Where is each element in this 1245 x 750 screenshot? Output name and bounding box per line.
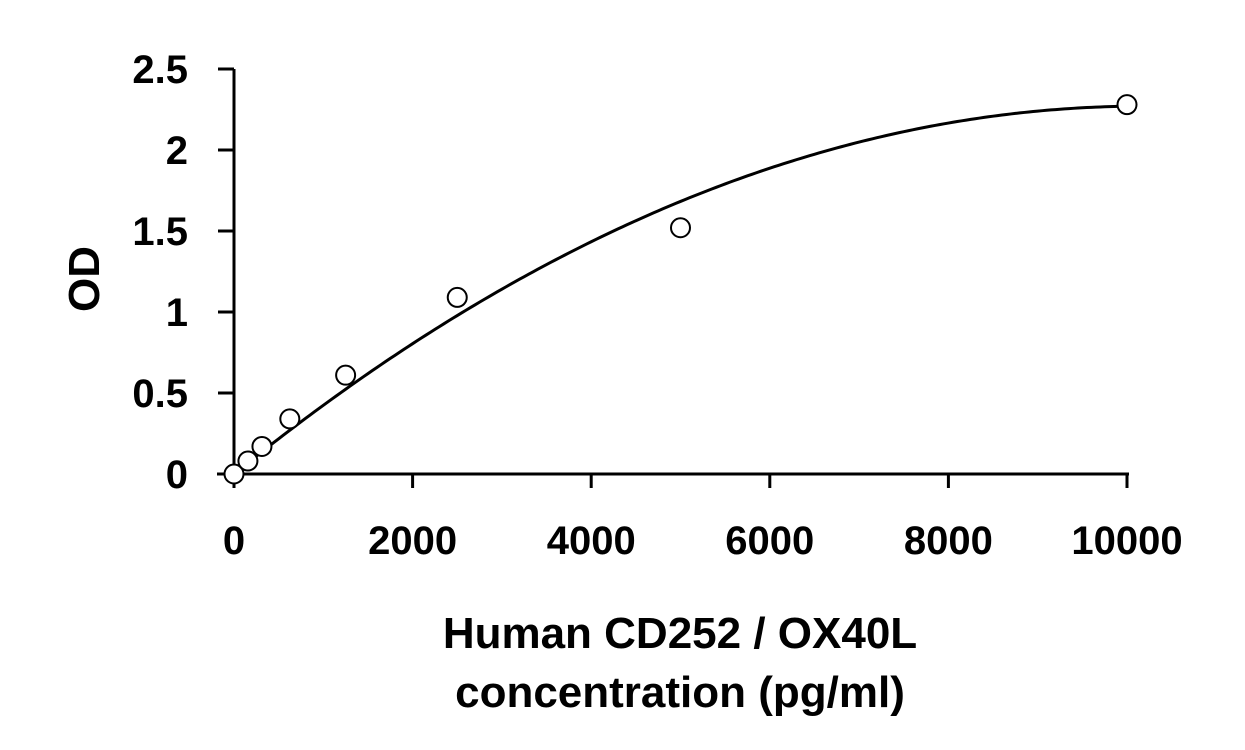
data-point-marker [1116,94,1138,116]
x-axis-title-line-2: concentration (pg/ml) [455,668,905,717]
fit-curve-line [233,104,1128,476]
data-point-marker [335,364,357,386]
x-tick-label: 8000 [904,519,993,563]
x-tick-label: 10000 [1071,519,1182,563]
y-axis-ticks: 0 0.5 1 1.5 2 2.5 [132,48,234,497]
data-points [223,94,1138,485]
y-axis-title: OD [60,246,109,312]
y-tick-label: 2 [166,129,188,173]
x-tick-label: 4000 [547,519,636,563]
x-tick-label: 6000 [725,519,814,563]
y-tick-label: 1 [166,291,188,335]
y-tick-label: 1.5 [132,210,188,254]
y-tick-label: 0.5 [132,372,188,416]
data-point-marker [237,450,259,472]
x-tick-label: 0 [223,519,245,563]
axes [217,69,1129,476]
data-point-marker [223,463,245,485]
x-axis-title-line-1: Human CD252 / OX40L [443,609,917,658]
y-tick-label: 2.5 [132,48,188,92]
y-tick-label: 0 [166,453,188,497]
data-point-marker [251,435,273,457]
x-tick-label: 2000 [368,519,457,563]
x-axis-ticks: 0 2000 4000 6000 8000 10000 [223,474,1183,563]
data-point-marker [279,408,301,430]
data-point-marker [446,286,468,308]
data-point-marker [670,217,691,239]
